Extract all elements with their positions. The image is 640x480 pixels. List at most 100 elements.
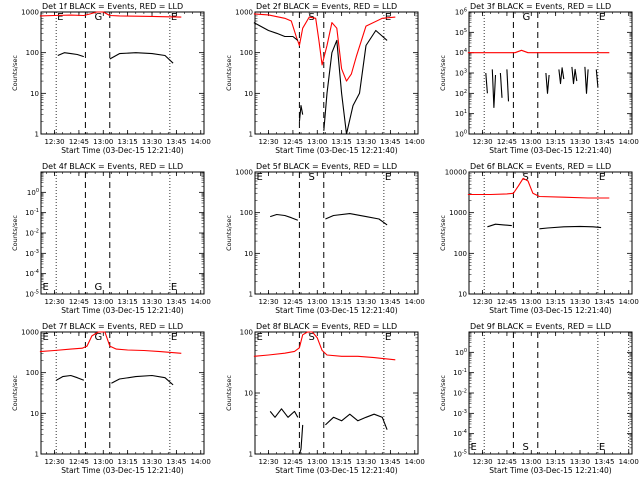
y-tick-label: 10-3 [453,409,467,418]
series-line-events [111,374,174,386]
x-tick-label: 14:00 [619,298,639,306]
y-tick-label: 100 [240,49,253,57]
y-tick-label: 100 [26,369,39,377]
plot-frame [468,171,633,295]
series-line-events [323,29,388,135]
y-tick-label-base: 10 [455,131,464,139]
series-line-events [298,424,304,455]
x-tick-label: 12:45 [497,458,517,466]
y-tick-label-exp: -5 [462,450,467,456]
x-tick-label: 12:30 [472,138,492,146]
x-tick-label: 12:30 [44,458,64,466]
y-axis-label: Counts/sec [439,215,447,251]
panel-det-2: Det 2f BLACK = Events, RED = LLD 12:30 12:… [225,2,425,155]
x-tick-label: 13:15 [546,138,566,146]
x-tick-label: 14:00 [405,298,425,306]
y-tick-label: 10-4 [453,429,467,438]
panel-title: Det 5f BLACK = Events, RED = LLD [256,162,397,171]
marker-label: E [385,172,391,183]
panel-det-4: Det 4f BLACK = Events, RED = LLD 12:30 12:… [11,162,211,315]
y-tick-label: 10-4 [25,269,39,278]
series-line-events [325,213,388,226]
x-tick-label: 13:00 [521,298,541,306]
series-line-events [595,69,599,88]
y-tick-label: 10-5 [25,290,39,299]
x-tick-label: 12:30 [258,298,278,306]
y-tick-label-base: 10 [27,189,36,197]
y-tick-label-exp: 1 [464,109,467,115]
marker-label: G [95,332,103,343]
y-tick-label-base: 10 [453,390,462,398]
marker-label: S [309,332,315,343]
series-line-lld [253,13,396,82]
y-tick-label: 1000 [21,9,39,17]
x-tick-label: 13:00 [93,458,113,466]
y-tick-label: 1 [35,451,39,459]
y-tick-label: 10 [458,291,467,299]
x-tick-label: 13:15 [332,458,352,466]
series-line-lld [39,331,182,354]
series-line-events [325,413,388,430]
y-tick-label-base: 10 [455,349,464,357]
y-tick-label-exp: -2 [462,389,467,395]
panel-title: Det 2f BLACK = Events, RED = LLD [256,2,397,11]
y-tick-label-base: 10 [455,49,464,57]
y-tick-label-exp: -4 [462,429,467,435]
y-tick-label: 100 [240,209,253,217]
y-tick-label-exp: 4 [464,48,467,54]
y-tick-label: 10-1 [453,368,467,377]
series-line-events [499,72,503,98]
series-line-lld [467,49,610,54]
y-tick-label: 100 [27,188,39,197]
plot-frame [40,331,205,455]
y-tick-label-base: 10 [453,369,462,377]
y-tick-label: 10 [30,90,39,98]
panel-det-7: Det 7f BLACK = Events, RED = LLD 12:30 12:… [11,322,211,475]
series-line-events [109,52,174,64]
y-tick-label-exp: 5 [464,28,467,34]
x-tick-label: 13:15 [332,298,352,306]
x-axis-label: Start Time (03-Dec-15 12:21:40) [61,306,183,315]
x-tick-label: 12:30 [44,138,64,146]
x-tick-label: 13:45 [594,138,614,146]
x-tick-label: 14:00 [191,138,211,146]
y-tick-label: 10 [244,250,253,258]
y-tick-label-exp: 0 [464,130,467,136]
y-tick-label: 103 [455,69,467,78]
marker-label: E [599,172,605,183]
panel-det-9: Det 9f BLACK = Events, RED = LLD 12:30 12:… [439,322,639,475]
x-tick-label: 14:00 [191,298,211,306]
series-line-events [55,374,85,381]
y-axis-label: Counts/sec [11,55,19,91]
x-tick-label: 13:15 [118,298,138,306]
x-tick-label: 13:00 [307,298,327,306]
y-tick-label: 10-1 [25,208,39,217]
marker-label: E [57,12,63,23]
y-tick-label-exp: -1 [462,368,467,374]
x-tick-label: 13:30 [570,138,590,146]
x-tick-label: 13:45 [166,138,186,146]
x-tick-label: 12:45 [283,138,303,146]
y-tick-label: 10-2 [25,229,39,238]
y-tick-label: 10-5 [453,450,467,459]
series-line-events [491,69,497,109]
x-tick-label: 13:30 [570,458,590,466]
x-tick-label: 12:45 [69,298,89,306]
marker-label: E [257,172,263,183]
plot-frame [40,171,205,295]
plot-frame [254,171,419,295]
x-tick-label: 13:45 [380,138,400,146]
plot-frame [254,331,419,455]
y-tick-label: 100 [240,329,253,337]
y-axis-label: Counts/sec [439,375,447,411]
series-line-events [485,72,488,94]
marker-label: G [95,12,103,23]
panel-det-5: Det 5f BLACK = Events, RED = LLD 12:30 12:… [225,162,425,315]
x-axis-label: Start Time (03-Dec-15 12:21:40) [275,306,397,315]
marker-label: E [599,442,605,453]
y-tick-label-exp: -3 [34,249,39,255]
y-tick-label: 100 [455,130,467,139]
x-tick-label: 13:45 [380,298,400,306]
series-line-lld [467,177,610,199]
y-tick-label: 10 [244,390,253,398]
